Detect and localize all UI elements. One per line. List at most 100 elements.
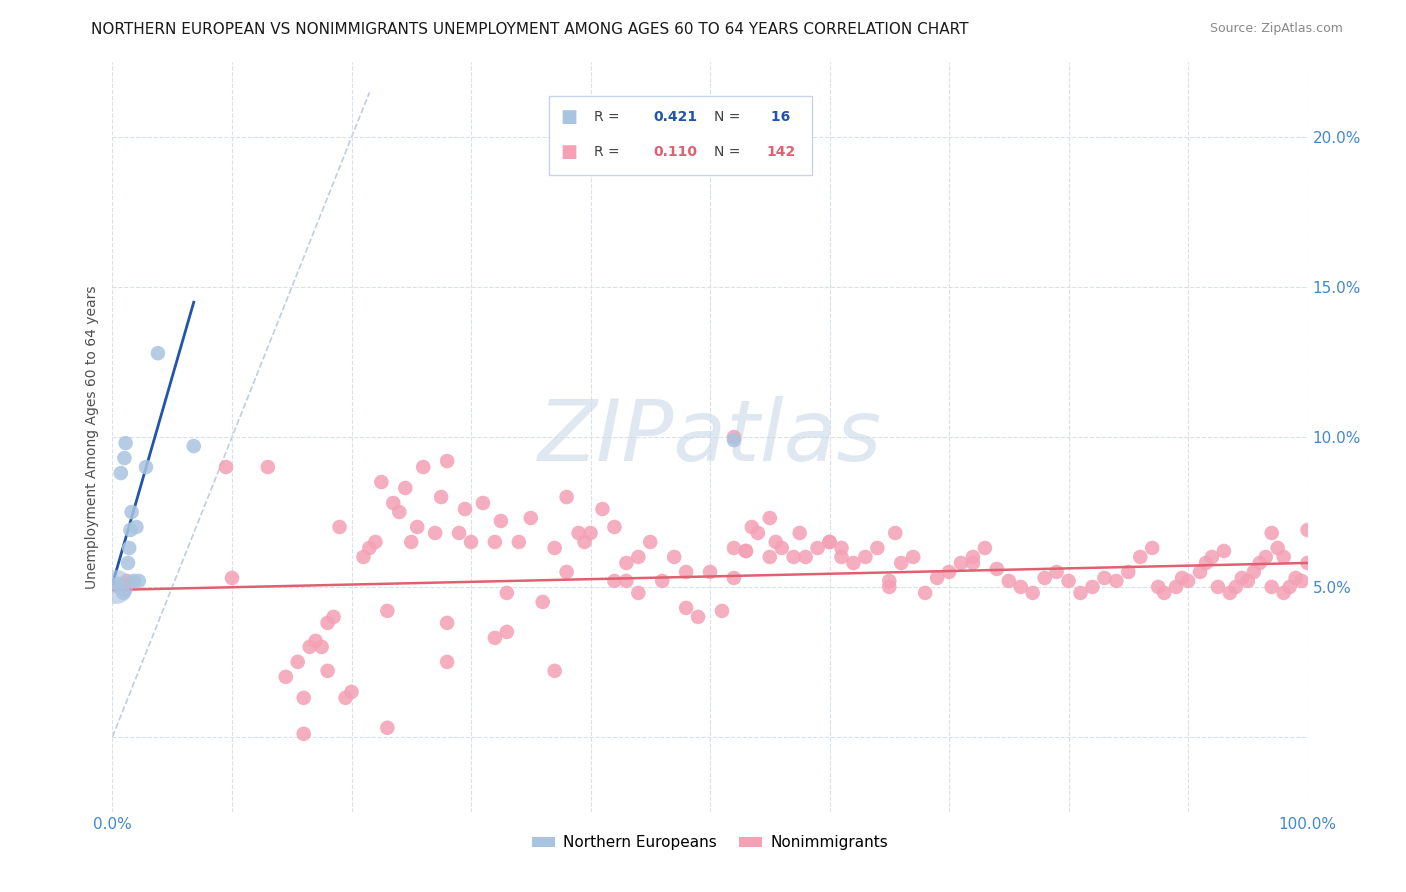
Point [1206,580,1229,594]
Point [866,541,889,555]
Point [1243,565,1265,579]
Point [1254,549,1277,564]
Point [603,520,626,534]
Point [215,460,238,475]
Point [287,655,309,669]
Point [1261,580,1284,594]
Point [531,595,554,609]
Point [1296,556,1319,570]
Point [711,604,734,618]
Text: ■: ■ [561,108,578,126]
Point [675,565,697,579]
Point [118,577,141,591]
Point [640,535,662,549]
Point [574,535,596,549]
Point [1272,549,1295,564]
Point [114,451,135,466]
Point [1261,526,1284,541]
Point [388,505,411,519]
Point [1237,574,1260,588]
Point [699,565,721,579]
Point [340,685,363,699]
Point [1105,574,1128,588]
Point [1147,580,1170,594]
Point [112,586,135,600]
Point [759,549,782,564]
Point [1010,580,1032,594]
Point [1081,580,1104,594]
Point [765,535,787,549]
Point [292,690,315,705]
Point [115,574,138,588]
Point [1213,544,1236,558]
Point [496,586,519,600]
Point [322,610,344,624]
Point [1177,574,1199,588]
Point [117,556,139,570]
Point [472,496,495,510]
Point [1285,571,1308,585]
Point [603,574,626,588]
Point [962,549,984,564]
Point [135,460,157,475]
Point [890,556,912,570]
Y-axis label: Unemployment Among Ages 60 to 64 years: Unemployment Among Ages 60 to 64 years [84,285,98,589]
Point [735,544,758,558]
Point [377,721,399,735]
Point [1195,556,1218,570]
Point [627,586,650,600]
Point [436,655,458,669]
Point [394,481,416,495]
Point [1022,586,1045,600]
Point [914,586,936,600]
Point [114,582,135,597]
Point [128,574,150,588]
Point [311,640,333,654]
Point [221,571,243,585]
Point [879,580,901,594]
Point [454,502,477,516]
Point [1057,574,1080,588]
Point [616,556,638,570]
Text: R =: R = [595,110,624,124]
Point [782,549,804,564]
Point [298,640,321,654]
Point [723,430,745,444]
Point [579,526,602,541]
Point [257,460,280,475]
Point [688,610,710,624]
Point [723,571,745,585]
Point [1225,580,1247,594]
Point [447,526,470,541]
Point [183,439,205,453]
Point [818,535,841,549]
Point [105,577,128,591]
Point [807,541,830,555]
Point [425,526,447,541]
Point [903,549,925,564]
Point [274,670,297,684]
FancyBboxPatch shape [548,96,811,175]
Point [1278,580,1301,594]
Text: 0.421: 0.421 [654,110,697,124]
Point [950,556,973,570]
Point [436,615,458,630]
Point [105,580,128,594]
Point [831,549,853,564]
Point [1296,523,1319,537]
Point [1094,571,1116,585]
Point [125,520,148,534]
Point [723,541,745,555]
Text: ZIPatlas: ZIPatlas [538,395,882,479]
Point [1142,541,1164,555]
Point [1033,571,1056,585]
Text: N =: N = [714,145,744,160]
Point [794,549,817,564]
Point [352,549,374,564]
Point [484,631,506,645]
Point [884,526,907,541]
Point [120,523,142,537]
Point [436,454,458,468]
Text: Source: ZipAtlas.com: Source: ZipAtlas.com [1209,22,1343,36]
Point [1129,549,1152,564]
